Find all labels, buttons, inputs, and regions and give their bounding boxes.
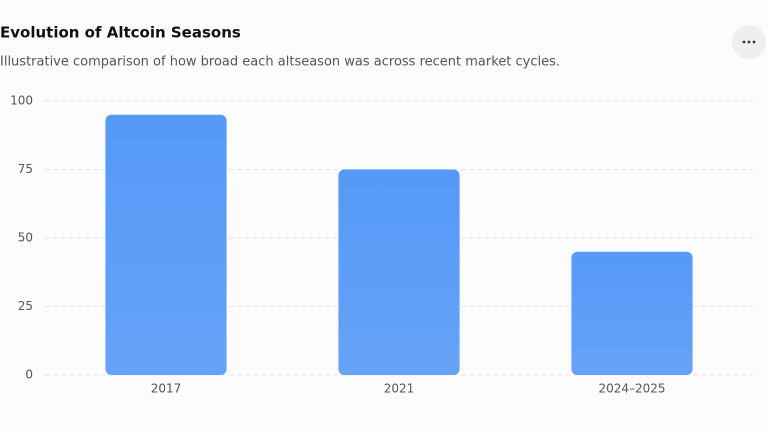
y-tick-label: 25 (18, 299, 33, 313)
y-tick-label: 100 (10, 94, 33, 108)
chart-subtitle: Illustrative comparison of how broad eac… (0, 55, 560, 70)
x-tick-label: 2024–2025 (598, 382, 665, 396)
y-tick-label: 0 (25, 368, 33, 382)
bar (338, 169, 460, 375)
y-tick-label: 75 (18, 162, 33, 176)
x-tick-label: 2021 (384, 382, 415, 396)
chart-title: Evolution of Altcoin Seasons (0, 24, 241, 42)
bar (105, 114, 227, 375)
bar (571, 251, 693, 375)
x-tick-label: 2017 (151, 382, 182, 396)
y-tick-label: 50 (18, 231, 33, 245)
menu-button[interactable] (732, 25, 766, 59)
